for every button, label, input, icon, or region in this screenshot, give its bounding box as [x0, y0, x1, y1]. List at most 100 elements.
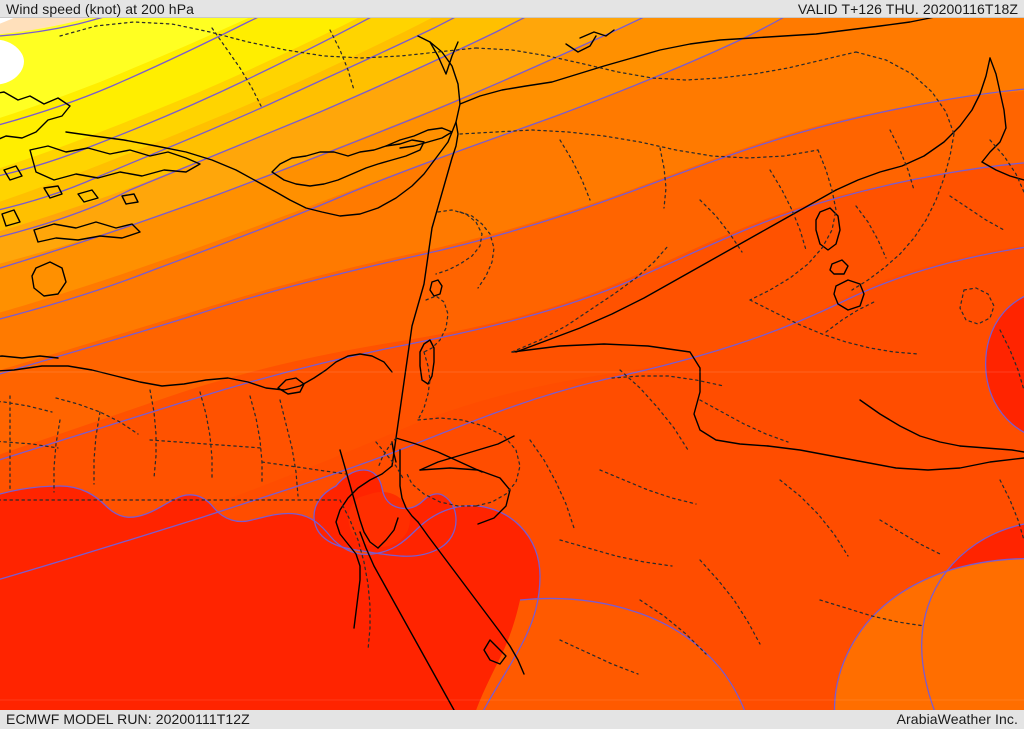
coastline-island-small-3: [121, 193, 139, 205]
contour-line-5: [0, 0, 681, 269]
coastline-gulf-of-aqaba: [399, 449, 419, 523]
coastlines: [0, 0, 1024, 711]
border-jordan-west-solid: [419, 467, 511, 525]
coastline-red-sea-west: [359, 531, 455, 711]
border-syria-lebanon: [459, 211, 495, 289]
border-saudi-interior-1: [619, 369, 689, 451]
border-saudi-hejaz: [529, 439, 575, 529]
coastline-euphrates: [515, 189, 837, 353]
border-iraq-interior-3: [855, 205, 887, 259]
border-egypt-interior-7: [53, 419, 61, 493]
border-arabia-interior2-solid: [959, 445, 1024, 453]
border-jordan-south: [405, 471, 477, 507]
contour-line-bottom-center: [519, 597, 751, 729]
border-turkey-interior-1: [211, 27, 263, 109]
coastline-turkey-bay-2: [565, 35, 597, 53]
coastline-red-sea-bay: [483, 639, 507, 665]
border-iraq-interior-2: [699, 199, 743, 253]
border-egypt-east-dotted: [339, 499, 371, 651]
border-iraq-interior-5: [825, 301, 875, 333]
border-iran-interior-1: [989, 139, 1024, 193]
border-iran-interior-2: [949, 195, 1005, 231]
coastline-gulf-of-suez: [339, 449, 379, 549]
border-libya-interior-1: [0, 401, 53, 413]
contour-line-8: [0, 0, 405, 177]
border-saudi-north: [611, 375, 725, 387]
coastline-lake-1: [815, 207, 841, 251]
border-jordan-east: [417, 417, 521, 507]
coastline-turkey-ne-coast: [459, 0, 1024, 105]
coastline-levant: [391, 121, 459, 467]
border-saudi-interior-7: [819, 599, 925, 627]
border-saudi-iraq-solid: [767, 445, 1024, 471]
coastline-island-small-4: [3, 165, 23, 181]
border-saudi-interior-3: [779, 479, 849, 557]
border-nile-dotted: [279, 399, 299, 497]
fill-band-80-90: [0, 0, 288, 118]
fill-band-orange-lower-right: [834, 558, 1024, 729]
contour-line-pocket-red-sea: [313, 469, 457, 557]
border-syria-interior-2: [659, 147, 667, 209]
coastline-lake-3: [833, 279, 865, 311]
coastline-greece-mainland: [0, 91, 71, 140]
admin-borders: [0, 21, 1024, 675]
border-iraq-iran: [851, 133, 955, 291]
coastline-turkey-bay-3: [579, 29, 615, 39]
border-arabia-interior-solid: [859, 399, 961, 447]
contour-line-1: [0, 246, 1024, 580]
border-egypt-interior-3: [199, 391, 213, 481]
coastline-sinai-gaza: [335, 465, 393, 629]
border-saudi-interior-9: [639, 599, 707, 655]
coastline-libya-coast: [0, 355, 59, 359]
border-saudi-interior-6: [699, 559, 761, 645]
coastline-sinai-south-tip: [377, 517, 399, 549]
border-turkey-east: [475, 47, 857, 81]
border-iran-interior-3: [999, 329, 1024, 391]
model-run-label: ECMWF MODEL RUN: 20200111T12Z: [6, 711, 250, 727]
coastline-egypt-north: [0, 353, 393, 391]
border-israel-west-bank: [423, 295, 449, 353]
contour-line-pocket-south-arabia: [921, 523, 1024, 729]
border-saudi-interior-4: [599, 469, 697, 505]
contour-line-lower-right-orange: [833, 557, 1024, 729]
border-syria-jordan: [511, 245, 669, 353]
coastline-nile-delta: [277, 377, 305, 395]
coastline-rhodes: [31, 261, 67, 297]
border-turkey-north: [59, 21, 477, 59]
coastline-persian-gulf: [981, 57, 1007, 163]
contour-line-3: [0, 88, 1024, 375]
fill-pocket-red-gulf: [985, 296, 1024, 433]
coastline-crete: [33, 221, 141, 243]
fill-band-white-notch: [0, 39, 24, 85]
contour-line-pocket-gulf: [984, 296, 1024, 434]
contour-line-pocket-south-egypt: [0, 485, 541, 729]
coastline-tigris: [835, 57, 991, 191]
border-saudi-interior-10: [559, 639, 639, 675]
coastline-lake-2: [829, 259, 849, 275]
border-gulf-states: [999, 479, 1024, 541]
border-lebanon: [435, 209, 483, 275]
valid-time-label: VALID T+126 THU. 20200116T18Z: [797, 1, 1018, 17]
footer-bar: ECMWF MODEL RUN: 20200111T12Z ArabiaWeat…: [0, 710, 1024, 729]
border-egypt-interior-2: [149, 389, 157, 479]
border-turkey-iran: [855, 51, 955, 135]
border-iraq-saudi: [749, 299, 919, 355]
border-turkey-interior-2: [329, 29, 355, 91]
border-kuwait: [959, 287, 995, 325]
border-saudi-interior-5: [559, 539, 673, 567]
contour-line-9: [0, 0, 296, 126]
border-egypt-interior-6: [261, 461, 347, 475]
header-bar: Wind speed (knot) at 200 hPa VALID T+126…: [0, 0, 1024, 18]
coastline-island-small-2: [77, 189, 99, 203]
border-egypt-interior-8: [93, 411, 101, 485]
border-saudi-interior-2: [699, 399, 789, 443]
coastline-turkey-south: [65, 35, 461, 217]
border-sinai-east-solid: [395, 437, 483, 473]
coastline-aegean-islands: [29, 145, 201, 181]
border-syria-iraq: [749, 149, 837, 301]
provider-label: ArabiaWeather Inc.: [896, 711, 1018, 727]
coastline-gulf-southshore: [981, 161, 1024, 181]
coastline-cyprus-karpas: [385, 127, 453, 149]
